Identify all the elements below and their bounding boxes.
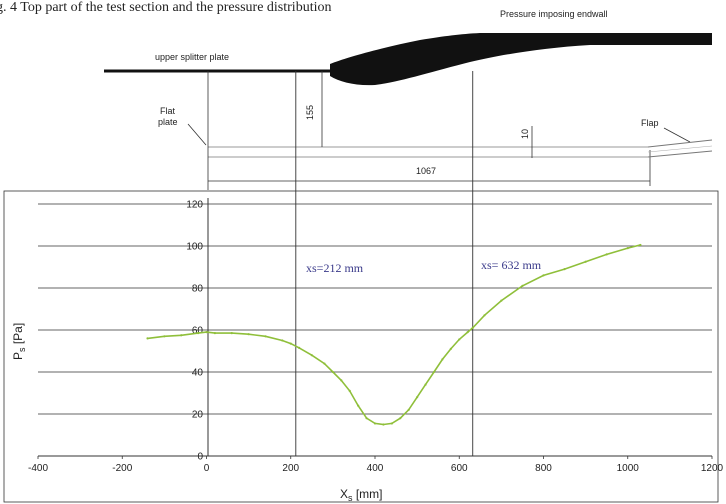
data-point (626, 247, 629, 250)
data-point (357, 404, 360, 407)
flat-plate-label-line2: plate (158, 117, 178, 127)
x-tick-label: -400 (28, 463, 48, 474)
data-point (230, 332, 233, 335)
dim-155-label: 155 (305, 105, 315, 120)
data-point (348, 389, 351, 392)
data-point (289, 342, 292, 345)
x-axis-title: Xs [mm] (340, 487, 383, 503)
data-point (205, 331, 208, 334)
x-tick-label: 1000 (617, 463, 640, 474)
x-tick-label: 1200 (701, 463, 724, 474)
flap-line-3 (647, 145, 713, 153)
data-point (213, 332, 217, 335)
data-point (466, 331, 469, 334)
x-tick-label: 600 (451, 463, 468, 474)
data-point (323, 362, 326, 365)
caption-fragment: g. 4 Top part of the test section and th… (0, 0, 331, 15)
x-tick-label: 0 (204, 463, 210, 474)
test-section-sketch: Pressure imposing endwall upper splitter… (104, 9, 713, 190)
flat-plate-leader (187, 123, 207, 146)
data-point (331, 370, 334, 374)
pressure-endwall-shape (330, 33, 712, 86)
data-point (563, 268, 566, 271)
x-tick-label: 200 (282, 463, 299, 474)
y-axis-title-sub: s (17, 347, 27, 352)
data-point (298, 346, 301, 349)
data-point (247, 333, 250, 336)
data-point (521, 284, 524, 287)
data-point (416, 396, 419, 399)
x-tick-label: 400 (367, 463, 384, 474)
y-tick-label: 0 (197, 452, 203, 463)
grid-lines (38, 203, 712, 415)
y-tick-label: 60 (192, 326, 204, 337)
data-point (180, 334, 183, 337)
data-point (542, 274, 545, 277)
data-point (373, 422, 377, 425)
data-point (390, 422, 393, 425)
data-point (500, 299, 503, 302)
data-point (264, 335, 267, 338)
data-point (432, 370, 436, 374)
data-point (441, 358, 444, 361)
data-point (449, 347, 452, 350)
data-point (340, 379, 343, 382)
y-axis-title-unit: [Pa] (11, 323, 25, 348)
pressure-series-points (146, 243, 642, 426)
flat-plate-label-line1: Flat (160, 106, 176, 116)
data-point (471, 326, 474, 329)
y-tick-label: 120 (186, 200, 203, 211)
splitter-plate-label: upper splitter plate (155, 52, 229, 62)
x-tick-labels: -400 -200 0 200 400 600 800 1000 1200 (28, 456, 724, 474)
y-axis-title: Ps [Pa] (11, 323, 27, 360)
flap-line-1 (647, 139, 713, 148)
data-point (281, 339, 284, 342)
marker-label-212: xs=212 mm (306, 261, 364, 275)
y-tick-label: 80 (192, 284, 204, 295)
flap-line-2 (647, 150, 713, 158)
data-point (146, 337, 149, 340)
x-axis-title-main: X (340, 487, 348, 501)
pressure-series-line (147, 244, 641, 426)
y-axis-title-main: P (11, 352, 25, 360)
data-point (407, 408, 410, 411)
data-point (483, 314, 486, 317)
flap-leader (663, 127, 691, 143)
data-point (639, 243, 642, 247)
data-point (584, 260, 587, 263)
y-tick-label: 20 (192, 410, 204, 421)
data-point (605, 253, 608, 256)
data-point (163, 335, 166, 338)
x-tick-label: 800 (535, 463, 552, 474)
data-point (399, 417, 402, 420)
x-axis-title-unit: [mm] (353, 487, 383, 501)
endwall-label: Pressure imposing endwall (500, 9, 608, 19)
data-point (310, 354, 313, 357)
y-tick-label: 40 (192, 368, 204, 379)
plot-frame (3, 190, 719, 503)
vertical-markers (295, 71, 474, 456)
data-point (382, 423, 385, 426)
y-tick-label: 100 (186, 242, 203, 253)
flap-label: Flap (641, 118, 659, 128)
marker-label-632: xs= 632 mm (481, 258, 542, 272)
dim-10-label: 10 (520, 129, 530, 139)
x-tick-label: -200 (112, 463, 132, 474)
x-axis-title-sub: s (348, 493, 353, 503)
data-point (196, 332, 200, 335)
data-point (458, 338, 461, 341)
y-tick-labels: 0 20 40 60 80 100 120 (186, 200, 203, 463)
dim-1067-label: 1067 (416, 166, 436, 176)
data-point (365, 417, 368, 420)
data-point (424, 383, 427, 386)
